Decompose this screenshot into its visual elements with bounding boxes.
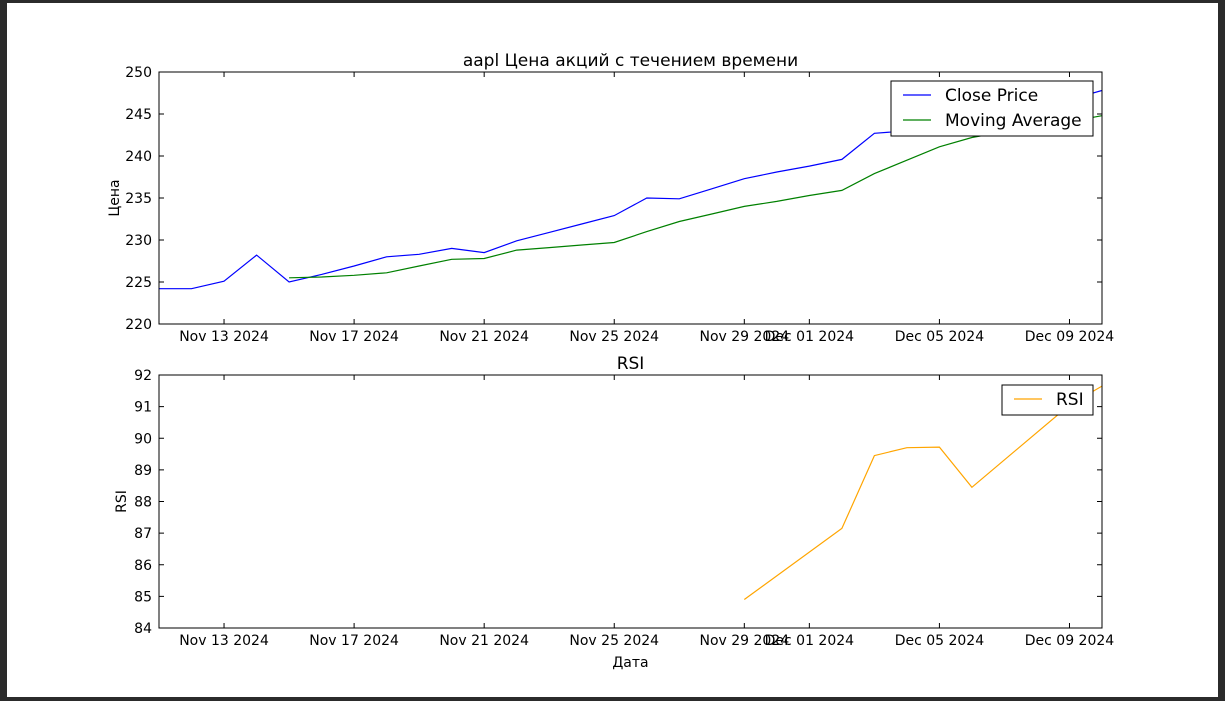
y-tick-label: 86 <box>134 558 152 574</box>
legend: Close Price Moving Average <box>890 80 1094 137</box>
series-line-rsi <box>743 385 1102 600</box>
x-tick-label: Dec 09 2024 <box>1025 329 1115 345</box>
y-tick-label: 230 <box>125 233 152 249</box>
figure-svg: 220 225 230 235 240 245 250 Nov 13 2024 Nov 17 2… <box>107 51 1114 671</box>
y-tick-label: 240 <box>125 149 152 165</box>
y-tick-label: 92 <box>134 368 152 384</box>
legend-label: RSI <box>1056 390 1084 410</box>
x-tick-label: Nov 21 2024 <box>439 329 529 345</box>
chart-panel-0: 220 225 230 235 240 245 250 Nov 13 2024 Nov 17 2… <box>107 51 1114 345</box>
series-line-moving-average <box>289 115 1102 279</box>
y-tick-label: 225 <box>125 275 152 291</box>
x-tick-label: Nov 17 2024 <box>309 633 399 649</box>
legend-box <box>890 80 1094 137</box>
y-axis-label: Цена <box>107 179 123 216</box>
y-tick-label: 84 <box>134 621 152 637</box>
x-tick-label: Nov 25 2024 <box>569 633 659 649</box>
x-tick-label: Dec 01 2024 <box>765 329 855 345</box>
x-tick-label: Nov 13 2024 <box>179 633 269 649</box>
x-tick-label: Nov 29 2024 <box>699 633 789 649</box>
x-tick-label: Dec 05 2024 <box>895 329 985 345</box>
y-tick-label: 85 <box>134 589 152 605</box>
chart-panel-1: 84 85 86 87 88 89 90 91 92 Nov 13 2024 Nov 17 2024… <box>114 354 1114 671</box>
axes-frame <box>158 374 1103 629</box>
x-tick-label: Nov 29 2024 <box>699 329 789 345</box>
legend-label: Close Price <box>945 86 1038 106</box>
x-tick-label: Nov 25 2024 <box>569 329 659 345</box>
legend-box <box>1001 384 1094 416</box>
x-axis-label: Дата <box>612 655 648 671</box>
x-tick-label: Nov 17 2024 <box>309 329 399 345</box>
chart-title: aapl Цена акций с течением времени <box>463 51 798 71</box>
x-tick-label: Nov 13 2024 <box>179 329 269 345</box>
y-tick-label: 90 <box>134 431 152 447</box>
legend-label: Moving Average <box>945 111 1082 131</box>
chart-title: RSI <box>617 354 645 374</box>
x-tick-label: Dec 05 2024 <box>895 633 985 649</box>
y-tick-label: 88 <box>134 495 152 511</box>
x-tick-label: Nov 21 2024 <box>439 633 529 649</box>
y-tick-label: 220 <box>125 317 152 333</box>
y-tick-label: 89 <box>134 463 152 479</box>
y-tick-label: 91 <box>134 400 152 416</box>
legend: RSI <box>1001 384 1094 416</box>
y-axis-label: RSI <box>114 490 130 513</box>
y-tick-label: 245 <box>125 107 152 123</box>
y-tick-label: 235 <box>125 191 152 207</box>
figure-canvas: 220 225 230 235 240 245 250 Nov 13 2024 Nov 17 2… <box>7 3 1218 697</box>
y-tick-label: 250 <box>125 65 152 81</box>
x-tick-label: Dec 09 2024 <box>1025 633 1115 649</box>
y-tick-label: 87 <box>134 526 152 542</box>
x-tick-label: Dec 01 2024 <box>765 633 855 649</box>
